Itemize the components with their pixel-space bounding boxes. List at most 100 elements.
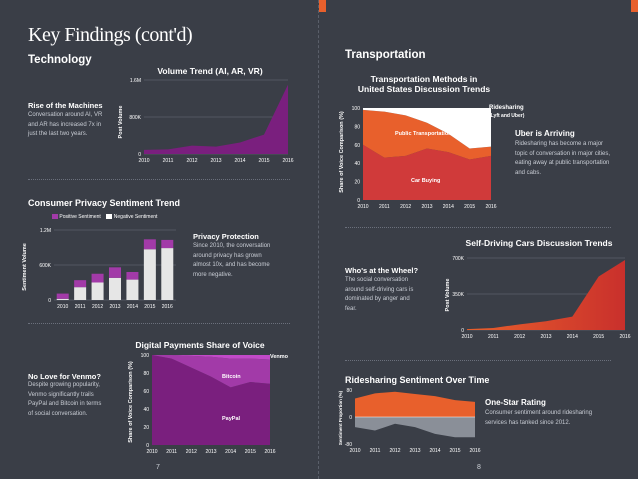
separator [28, 323, 290, 324]
volume-trend-heading: Rise of the Machines [28, 101, 103, 110]
payments-ytick: 60 [143, 389, 149, 395]
methods-xtick: 2010 [357, 204, 368, 210]
page-divider [318, 0, 320, 479]
volume-trend-ytick: 800K [129, 115, 141, 121]
selfdriving-ytick: 350K [452, 292, 464, 298]
rideshare-area-positive [355, 391, 475, 417]
methods-text: Ridesharing has become a major topic of … [515, 141, 611, 176]
rideshare-sentiment-text: Consumer sentiment around ridesharing se… [485, 410, 593, 426]
privacy-bar-negative [161, 248, 174, 300]
privacy-bar-positive [109, 267, 121, 278]
rideshare-xtick: 2013 [409, 448, 420, 454]
payments-ytick: 20 [143, 425, 149, 431]
payments-xtick: 2015 [245, 449, 256, 455]
volume-trend-ylabel: Post Volume [118, 106, 124, 139]
privacy-bar-positive [143, 239, 156, 250]
volume-trend-area [144, 84, 288, 154]
rideshare-sentiment-heading: One-Star Rating [485, 398, 546, 407]
rideshare-xtick: 2014 [429, 448, 440, 454]
privacy-xtick: 2016 [162, 304, 173, 310]
privacy-ytick: 600K [39, 263, 51, 269]
volume-trend-xtick: 2013 [210, 158, 221, 164]
privacy-chart: 1.2M 600K 0 2010 2011 2012 2013 2014 2015 2016 Se… [22, 228, 176, 310]
payments-label-bitcoin: Bitcoin [222, 374, 241, 380]
payments-ytick: 0 [146, 443, 149, 449]
selfdriving-xtick: 2016 [619, 334, 630, 340]
privacy-text: Since 2010, the conversation around priv… [193, 243, 271, 278]
tab-marker [319, 0, 326, 12]
payments-xtick: 2011 [166, 449, 177, 455]
methods-heading: Uber is Arriving [515, 129, 575, 138]
volume-trend-xtick: 2016 [282, 158, 293, 164]
volume-trend-title: Volume Trend (AI, AR, VR) [157, 66, 263, 76]
payments-ytick: 100 [141, 353, 150, 359]
rideshare-xtick: 2015 [449, 448, 460, 454]
tab-marker [631, 0, 638, 12]
rideshare-xtick: 2016 [469, 448, 480, 454]
privacy-bar-positive [161, 239, 174, 249]
page-number-right: 8 [477, 464, 481, 471]
payments-xtick: 2016 [264, 449, 275, 455]
privacy-heading: Privacy Protection [193, 232, 259, 241]
rideshare-ytick: 80 [346, 388, 352, 394]
payments-label-paypal: PayPal [222, 416, 241, 422]
privacy-bar-positive [91, 273, 104, 283]
volume-trend-xtick: 2010 [138, 158, 149, 164]
methods-ytick: 20 [354, 180, 360, 186]
methods-ytick: 0 [357, 198, 360, 204]
methods-xtick: 2014 [443, 204, 454, 210]
volume-trend-xtick: 2011 [163, 158, 174, 164]
privacy-bar-positive [56, 293, 69, 299]
selfdriving-xtick: 2013 [540, 334, 551, 340]
legend-positive-label: Positive Sentiment [59, 214, 101, 220]
payments-area-venmo [152, 355, 270, 360]
methods-ytick: 60 [354, 143, 360, 149]
separator [345, 360, 611, 361]
privacy-bar-negative [56, 298, 69, 300]
methods-label-car: Car Buying [411, 178, 440, 184]
privacy-ylabel: Sentiment Volume [22, 243, 28, 291]
privacy-xtick: 2012 [92, 304, 103, 310]
methods-xtick: 2011 [379, 204, 390, 210]
privacy-legend: Positive Sentiment Negative Sentiment [52, 214, 157, 220]
selfdriving-ytick: 700K [452, 256, 464, 262]
privacy-xtick: 2014 [127, 304, 138, 310]
payments-ylabel: Share of Voice Comparison (%) [128, 361, 134, 443]
volume-trend-ytick: 1.6M [130, 78, 141, 84]
legend-positive-swatch [52, 214, 58, 220]
privacy-bar-negative [109, 277, 121, 300]
methods-area-public [363, 109, 491, 160]
rideshare-sentiment-title: Ridesharing Sentiment Over Time [345, 375, 490, 385]
privacy-ytick: 0 [48, 298, 51, 304]
methods-area-ridesharing [363, 108, 491, 149]
payments-heading: No Love for Venmo? [28, 372, 101, 381]
privacy-xtick: 2013 [109, 304, 120, 310]
privacy-bar-negative [143, 249, 156, 300]
privacy-bar-negative [91, 282, 104, 300]
rideshare-area-negative [355, 417, 475, 438]
methods-xtick: 2012 [400, 204, 411, 210]
selfdriving-xtick: 2015 [593, 334, 604, 340]
payments-title: Digital Payments Share of Voice [135, 340, 265, 350]
selfdriving-area [467, 260, 625, 330]
section-title-technology: Technology [28, 54, 92, 66]
privacy-bar-positive [74, 280, 87, 288]
payments-xtick: 2012 [186, 449, 197, 455]
payments-ytick: 80 [143, 371, 149, 377]
privacy-xtick: 2011 [75, 304, 86, 310]
privacy-title: Consumer Privacy Sentiment Trend [28, 198, 181, 208]
payments-xtick: 2014 [225, 449, 236, 455]
selfdriving-ytick: 0 [461, 328, 464, 334]
payments-xtick: 2013 [205, 449, 216, 455]
methods-label-ridesharing: Ridesharing (Lyft and Uber) [489, 105, 525, 119]
legend-negative-label: Negative Sentiment [113, 214, 158, 220]
payments-xtick: 2010 [146, 449, 157, 455]
rideshare-ytick: -80 [345, 442, 352, 448]
methods-label-public: Public Transportation [395, 131, 452, 137]
selfdriving-heading: Who's at the Wheel? [345, 266, 419, 275]
selfdriving-xtick: 2012 [514, 334, 525, 340]
